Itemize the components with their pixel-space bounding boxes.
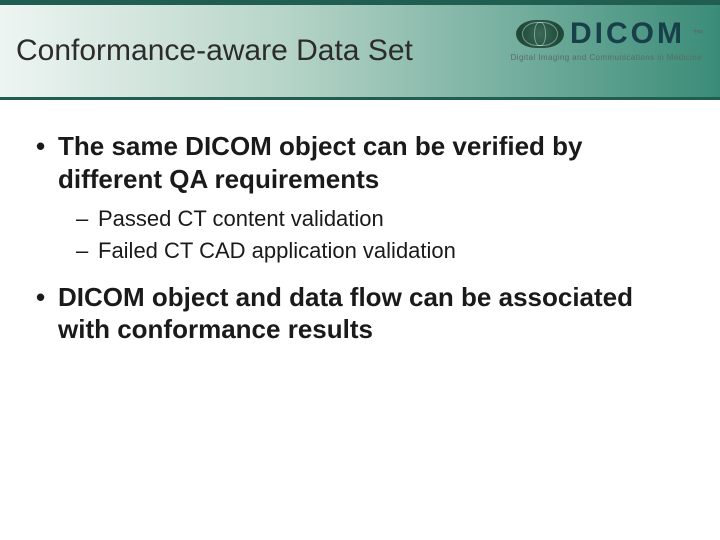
- brand-tagline: Digital Imaging and Communications in Me…: [476, 53, 706, 62]
- brand-logo: DICOM ™ Digital Imaging and Communicatio…: [476, 17, 706, 62]
- slide-title: Conformance-aware Data Set: [16, 33, 413, 69]
- bullet-list: The same DICOM object can be verified by…: [30, 130, 690, 346]
- sub-bullet-item: Passed CT content validation: [58, 203, 690, 235]
- brand-name: DICOM: [570, 17, 685, 51]
- sub-bullet-text: Passed CT content validation: [98, 206, 384, 231]
- bullet-item: DICOM object and data flow can be associ…: [30, 281, 690, 346]
- slide-body: The same DICOM object can be verified by…: [0, 100, 720, 346]
- sub-bullet-text: Failed CT CAD application validation: [98, 238, 456, 263]
- brand-logo-row: DICOM ™: [476, 17, 706, 51]
- bullet-item: The same DICOM object can be verified by…: [30, 130, 690, 267]
- slide-header: Conformance-aware Data Set DICOM ™ Digit…: [0, 0, 720, 100]
- bullet-text: DICOM object and data flow can be associ…: [58, 282, 633, 345]
- sub-bullet-list: Passed CT content validation Failed CT C…: [58, 203, 690, 267]
- slide: Conformance-aware Data Set DICOM ™ Digit…: [0, 0, 720, 540]
- bullet-text: The same DICOM object can be verified by…: [58, 131, 582, 194]
- globe-icon: [516, 20, 564, 48]
- sub-bullet-item: Failed CT CAD application validation: [58, 235, 690, 267]
- trademark-symbol: ™: [693, 29, 706, 40]
